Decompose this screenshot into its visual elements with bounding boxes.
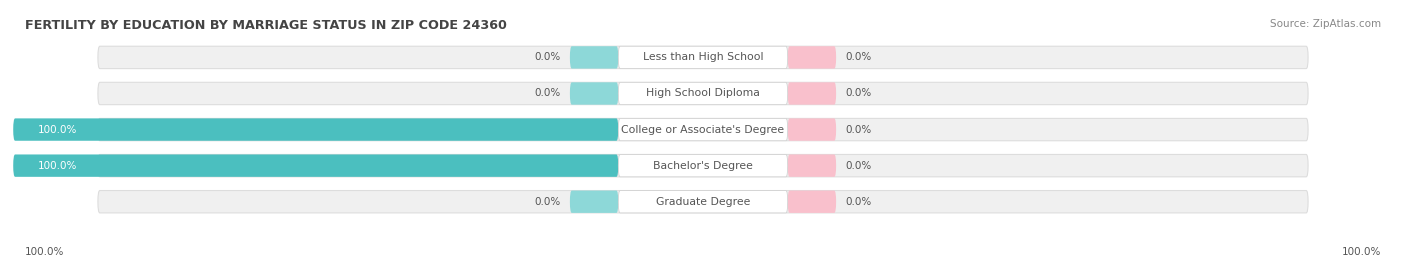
- FancyBboxPatch shape: [98, 82, 1308, 105]
- FancyBboxPatch shape: [619, 154, 787, 177]
- FancyBboxPatch shape: [787, 118, 837, 141]
- FancyBboxPatch shape: [98, 118, 1308, 141]
- FancyBboxPatch shape: [13, 154, 619, 177]
- FancyBboxPatch shape: [619, 118, 787, 141]
- Text: Source: ZipAtlas.com: Source: ZipAtlas.com: [1270, 19, 1381, 29]
- FancyBboxPatch shape: [787, 82, 837, 105]
- Text: 0.0%: 0.0%: [845, 53, 872, 62]
- FancyBboxPatch shape: [569, 191, 619, 213]
- Text: 0.0%: 0.0%: [845, 125, 872, 135]
- FancyBboxPatch shape: [787, 46, 837, 69]
- FancyBboxPatch shape: [569, 46, 619, 69]
- FancyBboxPatch shape: [787, 191, 837, 213]
- Text: 100.0%: 100.0%: [1341, 247, 1381, 257]
- FancyBboxPatch shape: [98, 46, 1308, 69]
- Text: Bachelor's Degree: Bachelor's Degree: [652, 161, 754, 171]
- Text: 0.0%: 0.0%: [534, 88, 561, 99]
- Text: 100.0%: 100.0%: [38, 125, 77, 135]
- FancyBboxPatch shape: [619, 46, 787, 69]
- FancyBboxPatch shape: [619, 191, 787, 213]
- Text: 0.0%: 0.0%: [845, 161, 872, 171]
- Text: 0.0%: 0.0%: [845, 197, 872, 207]
- FancyBboxPatch shape: [13, 118, 619, 141]
- Text: High School Diploma: High School Diploma: [647, 88, 759, 99]
- FancyBboxPatch shape: [619, 82, 787, 105]
- FancyBboxPatch shape: [98, 154, 1308, 177]
- Text: 0.0%: 0.0%: [534, 53, 561, 62]
- Text: 0.0%: 0.0%: [845, 88, 872, 99]
- Text: 100.0%: 100.0%: [38, 161, 77, 171]
- FancyBboxPatch shape: [98, 191, 1308, 213]
- Text: 0.0%: 0.0%: [534, 197, 561, 207]
- Text: Less than High School: Less than High School: [643, 53, 763, 62]
- Text: Graduate Degree: Graduate Degree: [655, 197, 751, 207]
- FancyBboxPatch shape: [787, 154, 837, 177]
- Text: 100.0%: 100.0%: [25, 247, 65, 257]
- FancyBboxPatch shape: [569, 82, 619, 105]
- Text: College or Associate's Degree: College or Associate's Degree: [621, 125, 785, 135]
- Text: FERTILITY BY EDUCATION BY MARRIAGE STATUS IN ZIP CODE 24360: FERTILITY BY EDUCATION BY MARRIAGE STATU…: [25, 19, 508, 32]
